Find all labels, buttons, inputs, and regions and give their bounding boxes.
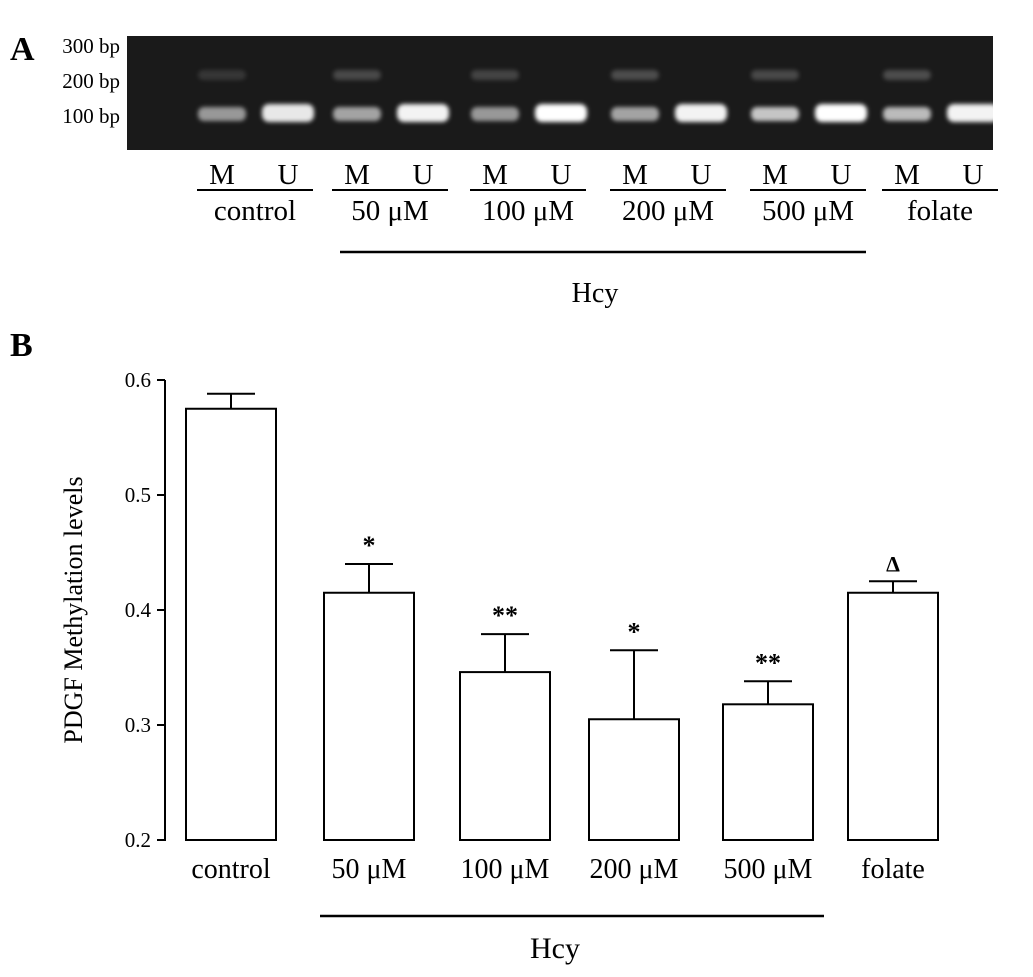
gel-band-u-100bp-folate [947, 104, 999, 122]
x-tick-label-folate: folate [861, 854, 925, 885]
gel-band-m-100bp-control [198, 107, 246, 121]
lane-label-m-control: M [209, 159, 235, 191]
y-tick-label-2: 0.4 [125, 598, 152, 622]
group-label-200-um: 200 μM [622, 195, 714, 227]
x-tick-label-100-um: 100 μM [461, 854, 550, 885]
bar-group-control: control [185, 392, 277, 885]
lane-label-m-100-um: M [482, 159, 508, 191]
bar-chart: 0.20.30.40.50.6 PDGF Methylation levels … [59, 368, 939, 885]
group-label-100-um: 100 μM [482, 195, 574, 227]
significance-marker-folate: Δ [886, 551, 900, 576]
bar-group-200-um: * 200 μM [588, 617, 680, 885]
gel-band-m-200bp-500-um [751, 70, 799, 80]
bars: control * 50 μM ** 100 μM * 200 μM ** 500 μM Δfol… [185, 392, 939, 885]
bar-group-500-um: ** 500 μM [722, 648, 814, 885]
group-label-500-um: 500 μM [762, 195, 854, 227]
gel-band-u-100bp-control [262, 104, 314, 122]
group-label-control: control [214, 195, 296, 227]
ladder-label-100bp: 100 bp [62, 104, 120, 128]
gel-band-u-100bp-50-um [397, 104, 449, 122]
lane-label-m-200-um: M [622, 159, 648, 191]
gel-band-m-200bp-100-um [471, 70, 519, 80]
bar-group-100-um: ** 100 μM [459, 601, 551, 885]
lane-label-u-100-um: U [551, 159, 572, 191]
y-tick-label-0: 0.2 [125, 828, 151, 852]
gel-band-m-200bp-50-um [333, 70, 381, 80]
ladder-label-300bp: 300 bp [62, 34, 120, 58]
significance-marker-100-um: ** [492, 601, 518, 630]
gel-band-m-100bp-folate [883, 107, 931, 121]
ladder-label-200bp: 200 bp [62, 69, 120, 93]
y-tick-label-3: 0.5 [125, 483, 151, 507]
lane-label-m-500-um: M [762, 159, 788, 191]
bar-50-um [323, 591, 415, 841]
panel-a-letter: A [10, 31, 35, 68]
lane-label-m-folate: M [894, 159, 920, 191]
ladder-labels: 300 bp 200 bp 100 bp [62, 34, 120, 128]
gel-band-m-100bp-500-um [751, 107, 799, 121]
lane-label-m-50-um: M [344, 159, 370, 191]
lane-label-u-50-um: U [413, 159, 434, 191]
gel-band-m-200bp-folate [883, 70, 931, 80]
lane-label-u-control: U [278, 159, 299, 191]
significance-marker-200-um: * [628, 617, 641, 646]
x-tick-label-50-um: 50 μM [332, 854, 407, 885]
panel-b-letter: B [10, 327, 33, 364]
lane-label-u-folate: U [963, 159, 984, 191]
lane-label-u-500-um: U [831, 159, 852, 191]
x-tick-label-200-um: 200 μM [590, 854, 679, 885]
bar-100-um [459, 671, 551, 841]
gel-bands [198, 70, 999, 122]
y-tick-label-1: 0.3 [125, 713, 151, 737]
gel-band-u-100bp-500-um [815, 104, 867, 122]
y-tick-label-4: 0.6 [125, 368, 151, 392]
gel-band-m-100bp-100-um [471, 107, 519, 121]
gel-image [127, 36, 993, 150]
gel-band-m-100bp-50-um [333, 107, 381, 121]
bar-500-um [722, 703, 814, 841]
x-tick-label-500-um: 500 μM [724, 854, 813, 885]
bar-folate [847, 591, 939, 841]
gel-band-u-100bp-100-um [535, 104, 587, 122]
group-label-50-um: 50 μM [351, 195, 429, 227]
y-axis: 0.2 0.3 0.4 0.5 0.6 [125, 368, 166, 852]
gel-band-u-100bp-200-um [675, 104, 727, 122]
bar-control [185, 407, 277, 841]
y-axis-label: PDGF Methylation levels [59, 476, 88, 743]
panel-a-hcy-label: Hcy [572, 278, 619, 309]
significance-marker-50-um: * [363, 531, 376, 560]
bar-200-um [588, 718, 680, 841]
panel-b-hcy-label: Hcy [530, 932, 580, 965]
significance-marker-500-um: ** [755, 648, 781, 677]
x-tick-label-control: control [191, 854, 271, 885]
bar-group-50-um: * 50 μM [323, 531, 415, 885]
group-label-folate: folate [907, 195, 973, 227]
gel-band-m-200bp-control [198, 70, 246, 80]
gel-band-m-100bp-200-um [611, 107, 659, 121]
lane-label-u-200-um: U [691, 159, 712, 191]
gel-band-m-200bp-200-um [611, 70, 659, 80]
